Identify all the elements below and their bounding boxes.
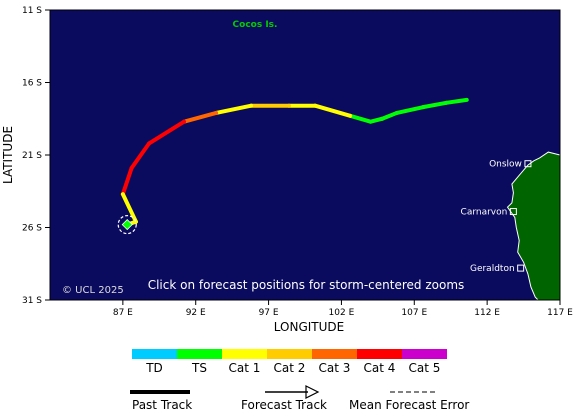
copyright-text: © UCL 2025: [62, 285, 124, 296]
lon-tick-label: 102 E: [329, 308, 355, 318]
category-label: Cat 4: [364, 361, 396, 375]
lon-tick-label: 117 E: [547, 308, 573, 318]
lat-tick-label: 16 S: [22, 79, 42, 89]
storm-track[interactable]: [120, 97, 469, 227]
lon-tick-label: 107 E: [401, 308, 427, 318]
category-label: Cat 2: [274, 361, 306, 375]
category-label: Cat 3: [319, 361, 351, 375]
category-swatch-cat2: [267, 349, 312, 359]
track-segment[interactable]: [348, 113, 373, 124]
lon-tick-label: 112 E: [474, 308, 500, 318]
track-segment[interactable]: [120, 166, 134, 197]
town-label: Geraldton: [470, 264, 515, 274]
lon-tick-label: 87 E: [113, 308, 133, 318]
y-axis-label: LATITUDE: [1, 126, 15, 184]
town-label: Carnarvon: [461, 208, 508, 218]
track-segment[interactable]: [147, 119, 187, 146]
lon-tick-label: 92 E: [186, 308, 206, 318]
category-label: Cat 5: [409, 361, 441, 375]
track-segment[interactable]: [394, 105, 426, 115]
category-label: TS: [191, 361, 207, 375]
map-frame: [49, 9, 561, 301]
category-swatch-ts: [177, 349, 222, 359]
town-marker-icon: [517, 264, 525, 272]
track-segment[interactable]: [182, 110, 219, 124]
ocean-area: [50, 10, 560, 300]
australia-landmass: [506, 151, 561, 301]
track-segment[interactable]: [120, 192, 138, 224]
category-swatch-cat4: [357, 349, 402, 359]
category-label: TD: [145, 361, 163, 375]
instruction-text: Click on forecast positions for storm-ce…: [148, 278, 465, 292]
lat-tick-label: 26 S: [22, 224, 42, 234]
track-segment[interactable]: [129, 141, 152, 171]
forecast-track-label: Forecast Track: [241, 398, 327, 412]
track-segment[interactable]: [421, 100, 449, 110]
track-segment[interactable]: [313, 103, 353, 118]
town-marker-icon: [524, 160, 532, 168]
forecast-error-circle: [117, 215, 137, 235]
lat-tick-label: 21 S: [22, 151, 42, 161]
category-swatch-td: [132, 349, 177, 359]
category-swatch-cat3: [312, 349, 357, 359]
axis-ticks: 11 S 16 S 21 S 26 S 31 S 87 E 92 E 97 E 102 E 107…: [22, 6, 573, 318]
track-segment[interactable]: [380, 110, 399, 121]
storm-position-icon[interactable]: [121, 219, 133, 231]
lat-tick-label: 31 S: [22, 296, 42, 306]
current-position[interactable]: [117, 215, 137, 235]
past-track-label: Past Track: [132, 398, 192, 412]
town-marker-icon: [509, 208, 517, 216]
mean-error-label: Mean Forecast Error: [349, 398, 469, 412]
towns: Onslow Carnarvon Geraldton: [461, 160, 532, 274]
category-swatch-cat1: [222, 349, 267, 359]
x-axis-label: LONGITUDE: [274, 320, 344, 334]
track-segment[interactable]: [368, 116, 385, 124]
category-swatch-cat5: [402, 349, 447, 359]
track-segment[interactable]: [444, 97, 469, 105]
island-label: Cocos Is.: [233, 20, 278, 30]
track-segment[interactable]: [214, 103, 254, 115]
lon-tick-label: 97 E: [259, 308, 279, 318]
category-labels: TD TS Cat 1 Cat 2 Cat 3 Cat 4 Cat 5: [145, 361, 440, 375]
category-color-bar: [132, 349, 447, 359]
category-label: Cat 1: [229, 361, 261, 375]
town-label: Onslow: [489, 160, 522, 170]
forecast-arrow-icon: [305, 385, 320, 399]
lat-tick-label: 11 S: [22, 6, 42, 16]
